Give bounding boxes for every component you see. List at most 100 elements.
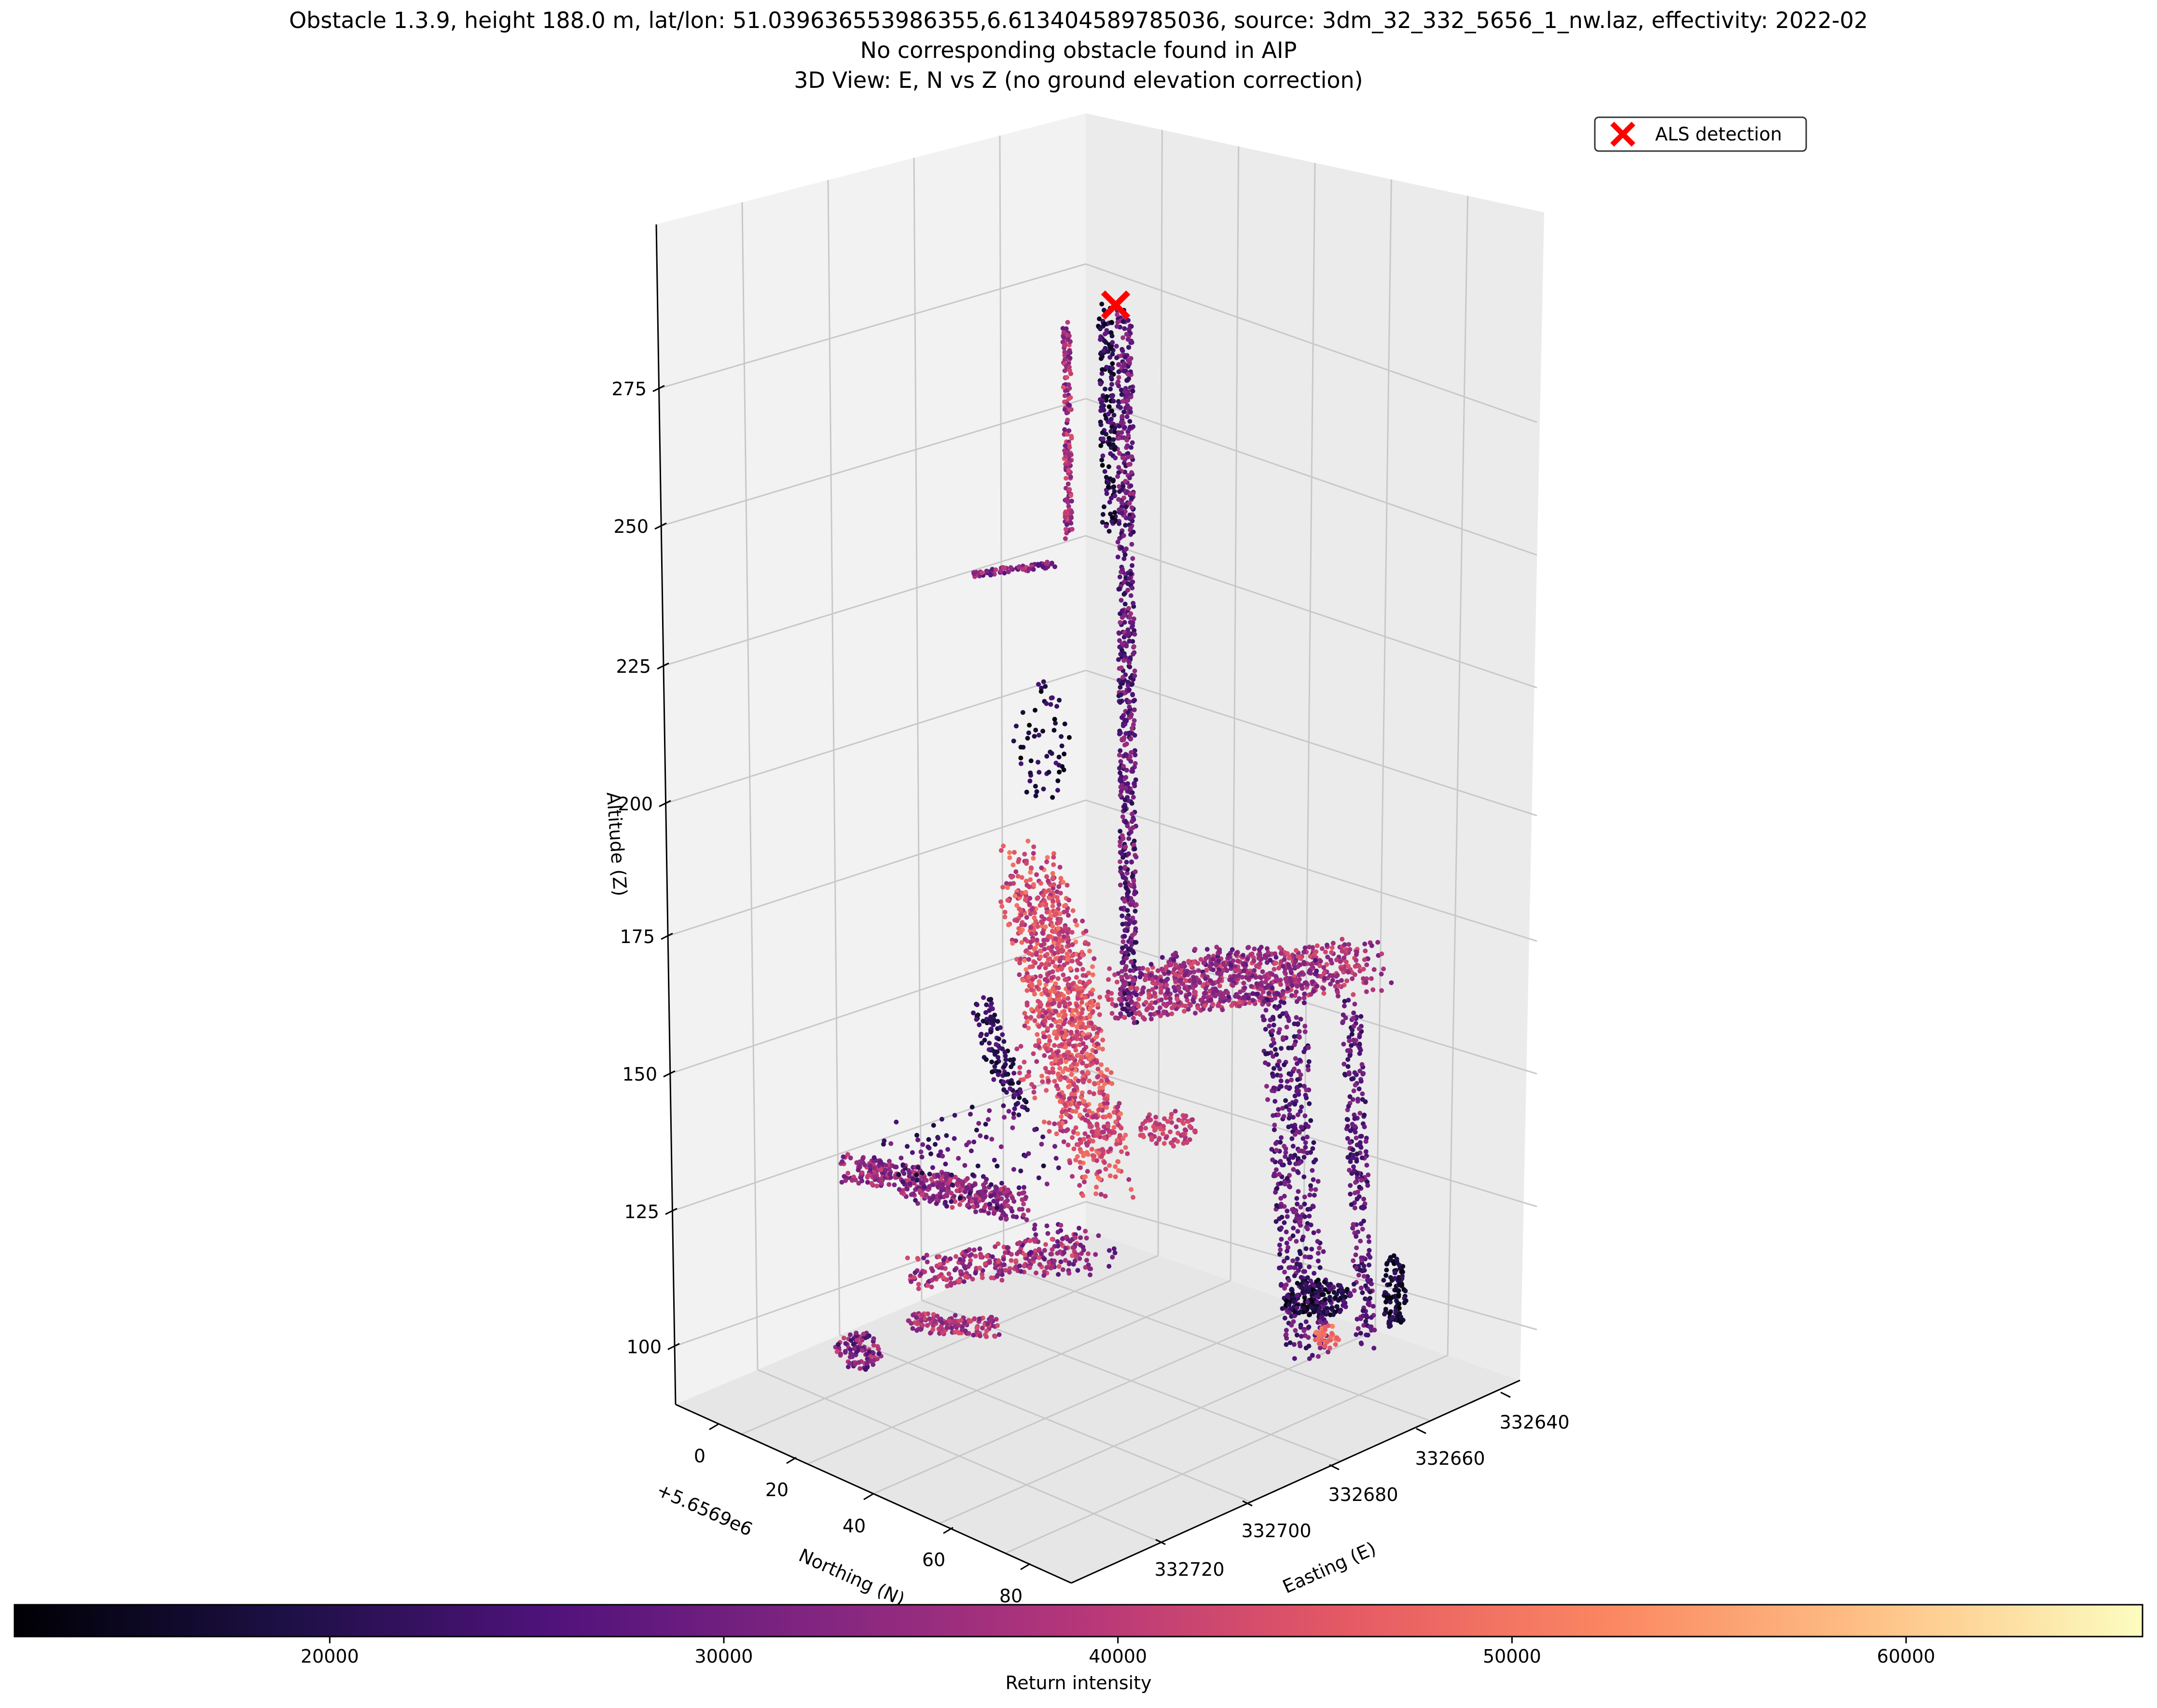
point bbox=[975, 1203, 980, 1208]
point bbox=[1065, 957, 1070, 962]
point bbox=[1084, 1103, 1089, 1108]
point bbox=[1129, 495, 1134, 500]
point bbox=[988, 1182, 994, 1187]
point bbox=[1350, 1147, 1355, 1153]
point bbox=[1068, 474, 1073, 479]
point bbox=[1304, 1087, 1309, 1093]
point bbox=[1214, 962, 1219, 968]
point bbox=[1134, 902, 1139, 907]
point bbox=[1308, 1183, 1313, 1188]
point bbox=[1062, 751, 1067, 757]
point bbox=[975, 1163, 981, 1168]
point bbox=[1264, 960, 1270, 965]
point bbox=[1058, 1077, 1063, 1082]
point bbox=[973, 1253, 978, 1259]
point bbox=[986, 1210, 991, 1216]
point bbox=[1285, 1079, 1290, 1084]
point bbox=[1282, 1062, 1287, 1068]
point bbox=[1271, 1066, 1276, 1071]
point bbox=[1083, 1174, 1088, 1180]
point bbox=[1057, 697, 1062, 703]
point bbox=[1283, 1150, 1288, 1155]
point bbox=[999, 1278, 1005, 1283]
point bbox=[1132, 1020, 1137, 1026]
point bbox=[900, 1162, 906, 1167]
point bbox=[1125, 364, 1131, 369]
point bbox=[992, 1157, 997, 1163]
point bbox=[1129, 801, 1134, 806]
point bbox=[1042, 986, 1047, 992]
point bbox=[1040, 564, 1046, 569]
point bbox=[1360, 1206, 1366, 1211]
point bbox=[1018, 957, 1023, 962]
point bbox=[1284, 1342, 1289, 1347]
point bbox=[1132, 668, 1137, 674]
point bbox=[1108, 417, 1114, 422]
point bbox=[998, 848, 1004, 853]
point bbox=[1237, 968, 1242, 973]
point bbox=[914, 1133, 919, 1138]
point bbox=[1080, 1060, 1085, 1066]
point bbox=[1117, 731, 1122, 736]
point bbox=[1054, 1131, 1059, 1137]
point bbox=[924, 1193, 929, 1198]
point bbox=[900, 1180, 906, 1185]
point bbox=[1045, 855, 1050, 860]
point bbox=[1044, 1265, 1050, 1270]
point bbox=[865, 1175, 870, 1180]
point bbox=[859, 1170, 864, 1176]
point bbox=[1168, 996, 1173, 1001]
point bbox=[946, 1271, 952, 1277]
point bbox=[1307, 1213, 1312, 1219]
point bbox=[1136, 997, 1141, 1002]
point bbox=[931, 1182, 936, 1187]
point bbox=[1291, 1167, 1296, 1172]
x-axis-line bbox=[1071, 1379, 1521, 1584]
point bbox=[1072, 1035, 1077, 1041]
point bbox=[1125, 680, 1131, 685]
point bbox=[1017, 960, 1023, 966]
point bbox=[1311, 979, 1315, 985]
point bbox=[1132, 1001, 1137, 1007]
point bbox=[1361, 1071, 1366, 1076]
point bbox=[1118, 1111, 1123, 1116]
point bbox=[1032, 1096, 1037, 1100]
point bbox=[968, 1191, 973, 1196]
point bbox=[1340, 948, 1345, 954]
point bbox=[1049, 975, 1054, 981]
point bbox=[1067, 487, 1072, 492]
point bbox=[1352, 1112, 1357, 1118]
point bbox=[1087, 1124, 1092, 1129]
point bbox=[1120, 319, 1126, 324]
point bbox=[1004, 1199, 1009, 1204]
point bbox=[1073, 1109, 1078, 1114]
point bbox=[1050, 871, 1055, 876]
right-pane bbox=[1086, 113, 1544, 1380]
point bbox=[1119, 949, 1124, 955]
point bbox=[913, 1270, 918, 1275]
point bbox=[1278, 977, 1283, 983]
point bbox=[1122, 864, 1128, 870]
point bbox=[1347, 1052, 1353, 1057]
point bbox=[1325, 1309, 1330, 1314]
point bbox=[1118, 859, 1123, 864]
point bbox=[1116, 435, 1121, 441]
point bbox=[1064, 909, 1069, 914]
point bbox=[1247, 971, 1252, 976]
point bbox=[1065, 337, 1071, 342]
point bbox=[1355, 1229, 1360, 1235]
point bbox=[1295, 1201, 1300, 1207]
point bbox=[1117, 423, 1122, 429]
point bbox=[977, 1265, 982, 1271]
point bbox=[1100, 367, 1105, 372]
point bbox=[1133, 889, 1137, 894]
point bbox=[1133, 940, 1138, 945]
point bbox=[1279, 1215, 1285, 1220]
point bbox=[1290, 1258, 1296, 1264]
point bbox=[1116, 383, 1121, 389]
point bbox=[1069, 527, 1075, 532]
point bbox=[1091, 1091, 1096, 1097]
point bbox=[1094, 1158, 1099, 1163]
point bbox=[971, 1139, 977, 1145]
point bbox=[1083, 929, 1089, 934]
